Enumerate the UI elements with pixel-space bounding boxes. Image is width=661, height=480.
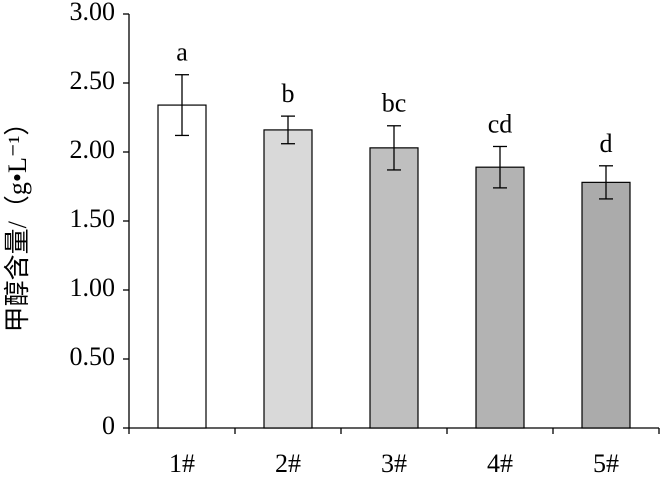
x-tick-label: 4# [487,449,513,478]
x-tick-label: 3# [381,449,407,478]
y-tick-label: 3.00 [70,0,116,26]
x-tick-label: 1# [169,449,195,478]
value-label: d [600,129,613,158]
y-axis-label: 甲醇含量/（g•L⁻¹） [3,110,32,333]
bar [581,181,631,429]
y-tick-label: 2.00 [70,135,116,164]
value-label: cd [488,109,513,138]
value-label: bc [382,89,407,118]
y-tick-label: 0.50 [70,342,116,371]
x-tick-label: 2# [275,449,301,478]
value-label: b [282,79,295,108]
y-tick-label: 1.50 [70,204,116,233]
y-tick-label: 2.50 [70,66,116,95]
bar [157,104,207,429]
bar [263,129,313,429]
bar [475,166,525,429]
y-tick-label: 0 [102,411,115,440]
y-tick-label: 1.00 [70,273,116,302]
value-label: a [176,38,188,67]
x-tick-label: 5# [593,449,619,478]
bar [369,147,419,429]
